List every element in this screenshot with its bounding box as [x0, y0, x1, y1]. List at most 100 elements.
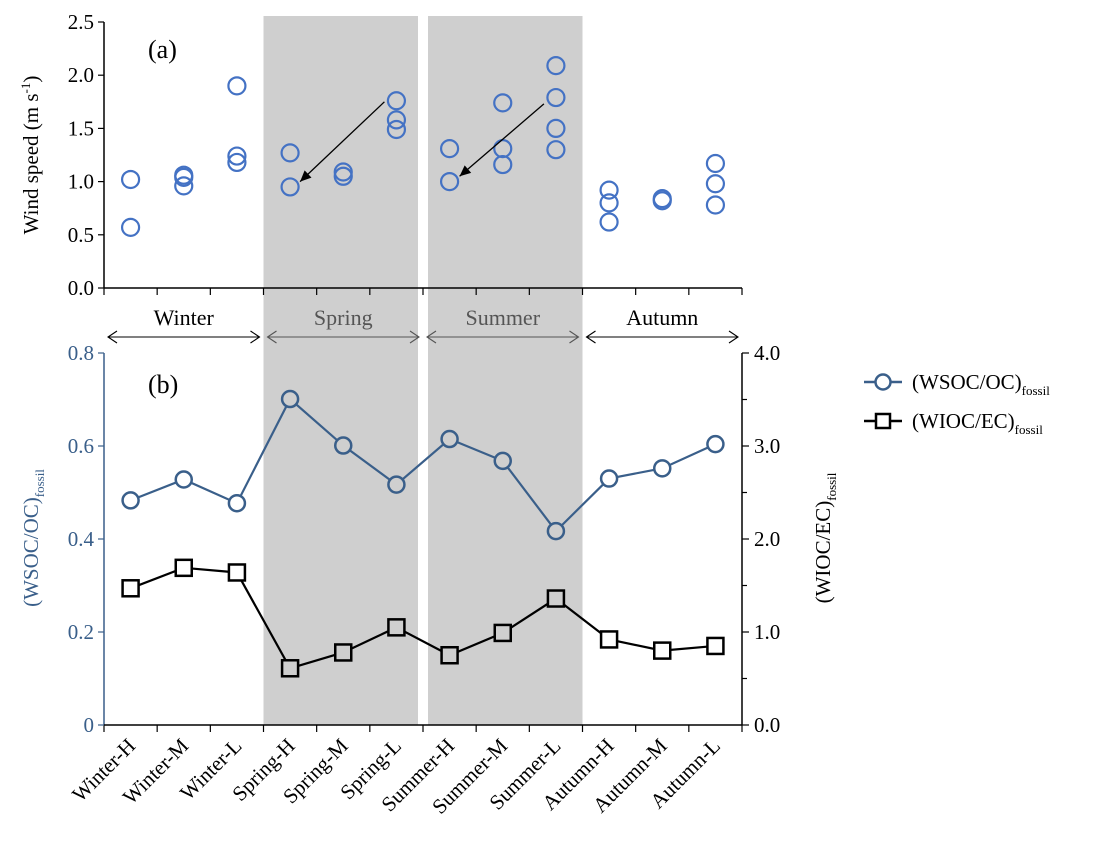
wind-speed-point: [280, 177, 300, 197]
series-point-wioc: [280, 659, 300, 678]
series-point-wsoc: [227, 493, 247, 513]
panel-b-right-tick-label: 3.0: [754, 434, 780, 458]
panel-a-y-axis-title: Wind speed (m s-1): [18, 76, 43, 235]
season-label-summer: Summer: [465, 305, 540, 330]
wind-speed-point: [652, 191, 672, 211]
panel-b-right-tick-label: 2.0: [754, 527, 780, 551]
panel-b-right-tick-label: 1.0: [754, 620, 780, 644]
panel-a-y-tick-label: 1.0: [68, 170, 94, 194]
season-label-spring: Spring: [314, 305, 373, 330]
series-point-wioc: [440, 646, 459, 665]
wind-speed-point: [493, 93, 513, 113]
legend-item-wsoc: (WSOC/OC)fossil: [864, 370, 1050, 398]
panel-b-left-tick-label: 0.2: [68, 620, 94, 644]
panel-a-arrows: [299, 101, 545, 183]
series-line-wioc: [130, 566, 716, 670]
panel-b-left-axis-title: (WSOC/OC)fossil: [19, 469, 47, 607]
series-line-wsoc: [130, 397, 716, 533]
legend-wsoc-marker: [874, 373, 892, 391]
season-range-arrow-left: [585, 330, 596, 344]
panel-a-y-tick-label: 2.0: [68, 63, 94, 87]
wind-speed-point: [120, 169, 141, 190]
legend-wsoc-label: (WSOC/OC)fossil: [912, 370, 1050, 398]
panel-b-left-tick-label: 0.8: [68, 341, 94, 365]
season-shade-summer: [428, 16, 583, 725]
season-range-arrow-right: [569, 330, 580, 344]
wind-speed-point: [227, 146, 247, 166]
panel-a-y-axis-title-end: ): [19, 76, 43, 83]
wind-speed-point: [705, 153, 726, 174]
panel-b-left-tick-label: 0: [84, 713, 95, 737]
panel-a-y-tick-label: 0.5: [68, 223, 94, 247]
series-point-wioc: [227, 563, 247, 582]
panel-b-x-tick-labels: Winter-HWinter-MWinter-LSpring-HSpring-M…: [67, 733, 725, 818]
season-range-band: Winter Spring Summer Autumn: [107, 305, 739, 344]
wind-speed-point: [386, 119, 407, 140]
wind-speed-point: [705, 174, 726, 194]
wind-speed-point: [493, 154, 513, 175]
wind-speed-point: [439, 172, 460, 192]
season-range-arrow-left: [426, 330, 437, 344]
panel-b-left-tick-label: 0.4: [68, 527, 95, 551]
series-point-wioc: [706, 636, 725, 656]
panel-b-right-axis-title-sub: fossil: [824, 472, 839, 501]
wind-speed-point: [546, 118, 566, 138]
legend-item-wioc: (WIOC/EC)fossil: [864, 409, 1043, 437]
series-point-wsoc: [706, 434, 725, 454]
trend-arrow-line: [299, 101, 385, 183]
wind-speed-point: [599, 193, 619, 213]
wind-speed-point: [386, 91, 407, 111]
series-point-wsoc: [653, 459, 672, 478]
panel-b-right-tick-label: 4.0: [754, 341, 780, 365]
series-point-wioc: [599, 630, 619, 649]
series-point-wioc: [493, 623, 512, 643]
season-range-arrow-right: [409, 330, 420, 344]
panel-b-right-tick-label: 0.0: [754, 713, 780, 737]
panel-a-axes: [103, 22, 743, 295]
series-point-wsoc: [387, 475, 406, 494]
series-point-wsoc: [334, 436, 353, 455]
panel-b-right-axis-title-main: (WIOC/EC): [811, 501, 835, 604]
wind-speed-point: [546, 56, 566, 76]
panel-a-y-ticks: 0.0 0.5 1.0 1.5 2.0 2.5: [68, 10, 104, 300]
wind-speed-point: [227, 76, 247, 96]
panel-b-right-axis-title: (WIOC/EC)fossil: [811, 472, 839, 603]
wind-speed-point: [227, 152, 247, 173]
panel-a-y-axis-title-main: Wind speed (m s: [19, 93, 43, 234]
wind-speed-point: [280, 143, 300, 163]
legend-wioc-marker: [874, 412, 892, 430]
wind-speed-point: [120, 217, 141, 237]
wind-speed-point: [386, 110, 407, 130]
panel-b-left-axis-title-sub: fossil: [32, 469, 47, 498]
season-range-arrow-right: [250, 330, 261, 344]
panel-b-ticks: 0 0.2 0.4 0.6 0.8 0.0 1.0 2.0 3.0 4.0: [68, 341, 781, 737]
trend-arrow-head: [459, 165, 472, 177]
wind-speed-point: [546, 87, 566, 108]
season-range-arrow-right: [728, 330, 739, 344]
legend-wioc-sub: fossil: [1015, 422, 1044, 437]
series-point-wioc: [387, 618, 406, 637]
legend-wsoc-name: (WSOC/OC): [912, 370, 1022, 394]
panel-a-y-tick-label: 2.5: [68, 10, 94, 34]
panel-b-left-axis-title-main: (WSOC/OC): [19, 497, 43, 607]
wind-speed-point: [546, 140, 566, 160]
season-shade-spring: [263, 16, 418, 725]
panel-a-y-tick-label: 0.0: [68, 276, 94, 300]
series-point-wioc: [121, 579, 140, 598]
legend-wioc-label: (WIOC/EC)fossil: [912, 409, 1043, 437]
series-point-wsoc: [174, 470, 193, 489]
panel-b-label: (b): [148, 370, 178, 399]
series-point-wioc: [653, 641, 672, 660]
series-point-wsoc: [546, 521, 566, 541]
wind-speed-point: [333, 166, 353, 186]
series-point-wioc: [174, 558, 193, 578]
legend: (WSOC/OC)fossil (WIOC/EC)fossil: [864, 370, 1050, 437]
series-point-wsoc: [121, 491, 140, 510]
season-shading: [263, 16, 583, 725]
wind-speed-point: [705, 195, 726, 215]
panel-a-y-axis-title-sup: -1: [18, 83, 33, 94]
season-label-winter: Winter: [154, 305, 215, 330]
trend-arrow-line: [459, 103, 545, 177]
series-point-wsoc: [493, 451, 512, 471]
